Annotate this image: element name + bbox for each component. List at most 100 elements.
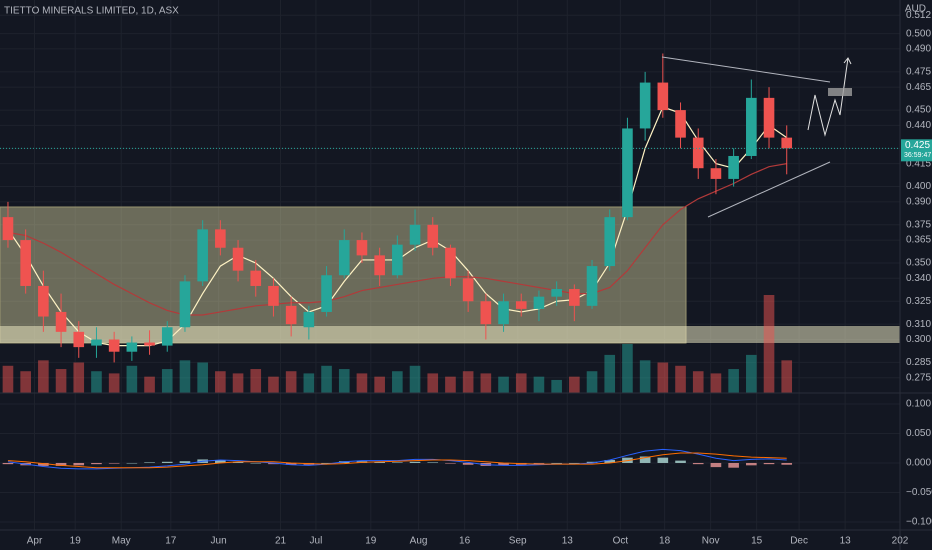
volume-bar xyxy=(462,371,474,393)
y-tick-label: 0.365 xyxy=(906,235,931,246)
volume-bar xyxy=(728,369,739,393)
volume-bar xyxy=(639,360,651,393)
candle-body xyxy=(338,240,350,276)
volume-bar xyxy=(569,376,580,393)
y-tick-label: 0.375 xyxy=(906,219,931,230)
candle-body xyxy=(462,278,474,302)
target-box xyxy=(828,88,852,96)
candle-body xyxy=(303,311,315,328)
macd-histogram-bar xyxy=(533,462,545,464)
candle-body xyxy=(232,247,244,271)
macd-histogram-bar xyxy=(232,461,244,463)
candle-body xyxy=(639,82,651,129)
candle-body xyxy=(20,240,31,286)
projection-arrowhead xyxy=(843,57,852,65)
volume-bar xyxy=(746,354,757,393)
volume-bar xyxy=(781,360,793,393)
volume-bar xyxy=(108,373,120,393)
candle-body xyxy=(2,217,14,241)
candle-body xyxy=(161,327,173,346)
volume-bar xyxy=(179,360,191,393)
support-zone xyxy=(0,326,900,343)
trendline-top xyxy=(661,56,831,83)
candle-body xyxy=(356,240,368,256)
last-price-tag xyxy=(901,139,932,162)
macd-histogram-bar xyxy=(728,462,739,468)
volume-bar xyxy=(20,371,31,393)
x-tick-label: Dec xyxy=(790,536,808,547)
x-tick-label: 19 xyxy=(365,536,377,547)
candle-body xyxy=(515,301,527,309)
candle-body xyxy=(675,110,686,138)
volume-bar xyxy=(533,376,545,393)
volume-bar xyxy=(675,365,686,393)
countdown: 36:59:47 xyxy=(904,152,931,159)
volume-bar xyxy=(515,373,527,393)
y-tick-label: −0.050 xyxy=(906,487,932,498)
macd-histogram-bar xyxy=(675,460,686,463)
y-tick-label: 0.512 xyxy=(906,10,931,21)
x-tick-label: Jul xyxy=(310,536,323,547)
y-tick-label: 0.000 xyxy=(906,458,931,469)
macd-histogram-bar xyxy=(179,461,191,463)
y-tick-label: 0.465 xyxy=(906,82,931,93)
candle-body xyxy=(692,137,704,169)
trendline-bottom xyxy=(707,161,831,218)
candle-body xyxy=(763,97,775,138)
macd-histogram-bar xyxy=(392,462,403,463)
candle-body xyxy=(285,305,297,325)
y-tick-label: 0.490 xyxy=(906,44,931,55)
volume-bar xyxy=(303,373,315,393)
candle-body xyxy=(604,217,616,267)
macd-histogram-bar xyxy=(108,462,120,464)
volume-bar xyxy=(498,376,509,393)
volume-bar xyxy=(551,379,562,393)
volume-bar xyxy=(445,376,456,393)
macd-histogram-bar xyxy=(91,462,102,465)
candle-body xyxy=(197,229,208,282)
y-tick-label: 0.100 xyxy=(906,399,931,410)
candle-body xyxy=(126,342,138,352)
x-tick-label: 13 xyxy=(840,536,852,547)
x-tick-label: 202 xyxy=(892,536,909,547)
macd-histogram-bar xyxy=(285,462,297,465)
volume-bar xyxy=(622,344,633,393)
candle-body xyxy=(622,128,633,218)
volume-bar xyxy=(692,371,704,393)
x-tick-label: Nov xyxy=(702,536,720,547)
macd-histogram-bar xyxy=(639,456,651,463)
candle-body xyxy=(445,247,456,279)
candle-body xyxy=(569,289,580,306)
candle-body xyxy=(533,296,545,309)
y-tick-label: 0.310 xyxy=(906,319,931,330)
volume-bar xyxy=(91,371,102,393)
volume-bar xyxy=(144,376,155,393)
y-tick-label: 0.275 xyxy=(906,372,931,383)
x-tick-label: Apr xyxy=(27,536,43,547)
y-tick-label: 0.050 xyxy=(906,428,931,439)
candle-body xyxy=(268,285,279,306)
candle-body xyxy=(728,155,739,179)
x-tick-label: 16 xyxy=(459,536,471,547)
macd-histogram-bar xyxy=(551,462,562,464)
macd-histogram-bar xyxy=(250,462,262,464)
y-tick-label: 0.285 xyxy=(906,357,931,368)
macd-histogram-bar xyxy=(161,461,173,463)
y-tick-label: 0.340 xyxy=(906,273,931,284)
volume-bar xyxy=(409,365,421,393)
x-tick-label: Jun xyxy=(211,536,227,547)
volume-bar xyxy=(268,376,279,393)
candle-body xyxy=(144,342,155,346)
macd-histogram-bar xyxy=(374,461,385,463)
volume-bar xyxy=(604,354,616,393)
candle-body xyxy=(374,255,385,276)
macd-histogram-bar xyxy=(781,462,793,465)
volume-bar xyxy=(250,369,262,393)
y-tick-label: 0.475 xyxy=(906,67,931,78)
macd-histogram-bar xyxy=(73,462,85,466)
macd-histogram-bar xyxy=(498,462,509,466)
y-tick-label: 0.400 xyxy=(906,181,931,192)
candle-body xyxy=(480,301,492,325)
macd-histogram-bar xyxy=(268,462,279,465)
